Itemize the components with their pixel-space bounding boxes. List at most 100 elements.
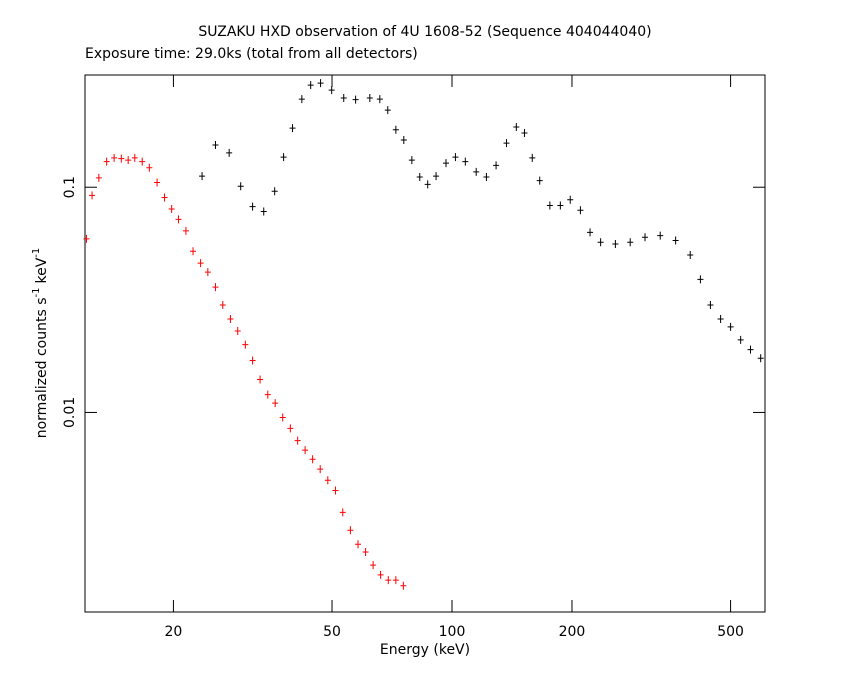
data-point — [443, 159, 450, 168]
data-point — [416, 173, 423, 182]
data-point — [242, 340, 249, 349]
data-point — [190, 247, 197, 256]
data-point — [289, 124, 296, 133]
data-point — [95, 173, 102, 182]
data-point — [212, 140, 219, 149]
data-point — [146, 163, 153, 172]
data-point — [131, 153, 138, 162]
x-axis-label: Energy (keV) — [380, 642, 470, 658]
data-point — [298, 95, 305, 104]
data-point — [493, 161, 500, 170]
data-point — [328, 86, 335, 95]
data-point — [347, 526, 354, 535]
data-point — [168, 205, 175, 214]
data-point — [757, 354, 764, 363]
data-point — [280, 153, 287, 162]
data-point — [197, 259, 204, 268]
data-point — [627, 238, 634, 247]
data-point — [89, 191, 96, 200]
data-point — [546, 201, 553, 210]
data-point — [376, 95, 383, 104]
data-point — [249, 356, 256, 365]
data-point — [271, 187, 278, 196]
x-tick-label: 20 — [165, 624, 183, 640]
data-point — [199, 172, 206, 181]
data-point — [392, 125, 399, 134]
data-point — [587, 228, 594, 237]
data-point — [237, 182, 244, 191]
data-point — [717, 314, 724, 323]
data-point — [462, 157, 469, 166]
data-point — [370, 561, 377, 570]
x-tick-label: 50 — [323, 624, 341, 640]
data-point — [529, 153, 536, 162]
data-point — [257, 375, 264, 384]
y-label-sup: -1 — [31, 248, 42, 258]
data-point — [392, 576, 399, 585]
y-label-part: normalized counts s — [34, 298, 50, 439]
data-point — [473, 167, 480, 176]
data-point — [384, 106, 391, 115]
data-point — [557, 201, 564, 210]
data-point — [483, 173, 490, 182]
data-point — [567, 195, 574, 204]
data-point — [513, 123, 520, 132]
data-point — [521, 129, 528, 138]
data-point — [161, 193, 168, 202]
y-tick-label: 0.01 — [62, 397, 78, 428]
data-point — [309, 455, 316, 464]
data-point — [355, 540, 362, 549]
data-point — [279, 413, 286, 422]
data-point — [727, 322, 734, 331]
data-point — [687, 251, 694, 260]
data-point — [83, 234, 90, 243]
data-point — [272, 399, 279, 408]
data-point — [433, 172, 440, 181]
chart-subtitle: Exposure time: 29.0ks (total from all de… — [85, 46, 418, 62]
data-point — [400, 581, 407, 590]
data-point — [672, 236, 679, 245]
y-label-sup: -1 — [31, 288, 42, 298]
data-point — [139, 157, 146, 166]
data-point — [118, 154, 125, 163]
data-point — [385, 576, 392, 585]
y-axis-label: normalized counts s-1keV-1 — [31, 248, 50, 439]
data-point — [657, 231, 664, 240]
data-point — [737, 335, 744, 344]
data-point — [227, 314, 234, 323]
data-point — [175, 215, 182, 224]
data-point — [264, 390, 271, 399]
data-point — [154, 178, 161, 187]
data-point — [234, 326, 241, 335]
data-point — [125, 156, 132, 165]
data-point — [377, 570, 384, 579]
data-point — [642, 233, 649, 242]
data-point — [324, 476, 331, 485]
data-point — [352, 95, 359, 104]
data-point — [204, 268, 211, 277]
data-point — [707, 300, 714, 309]
data-point — [111, 153, 118, 162]
data-point — [697, 275, 704, 284]
x-tick-label: 100 — [439, 624, 466, 640]
data-point — [317, 79, 324, 88]
plot-frame — [84, 74, 766, 613]
data-point — [317, 465, 324, 474]
data-point — [103, 157, 110, 166]
data-point — [302, 446, 309, 455]
data-point — [536, 176, 543, 185]
data-point — [260, 207, 267, 216]
x-tick-label: 200 — [559, 624, 586, 640]
data-point — [249, 202, 256, 211]
chart-title: SUZAKU HXD observation of 4U 1608-52 (Se… — [198, 24, 651, 40]
data-point — [577, 206, 584, 215]
data-point — [452, 153, 459, 162]
y-tick-label: 0.1 — [62, 176, 78, 198]
data-point — [400, 136, 407, 145]
data-point — [339, 508, 346, 517]
data-point — [294, 436, 301, 445]
y-label-part: keV — [34, 257, 50, 283]
data-point — [340, 93, 347, 102]
data-point — [362, 548, 369, 557]
